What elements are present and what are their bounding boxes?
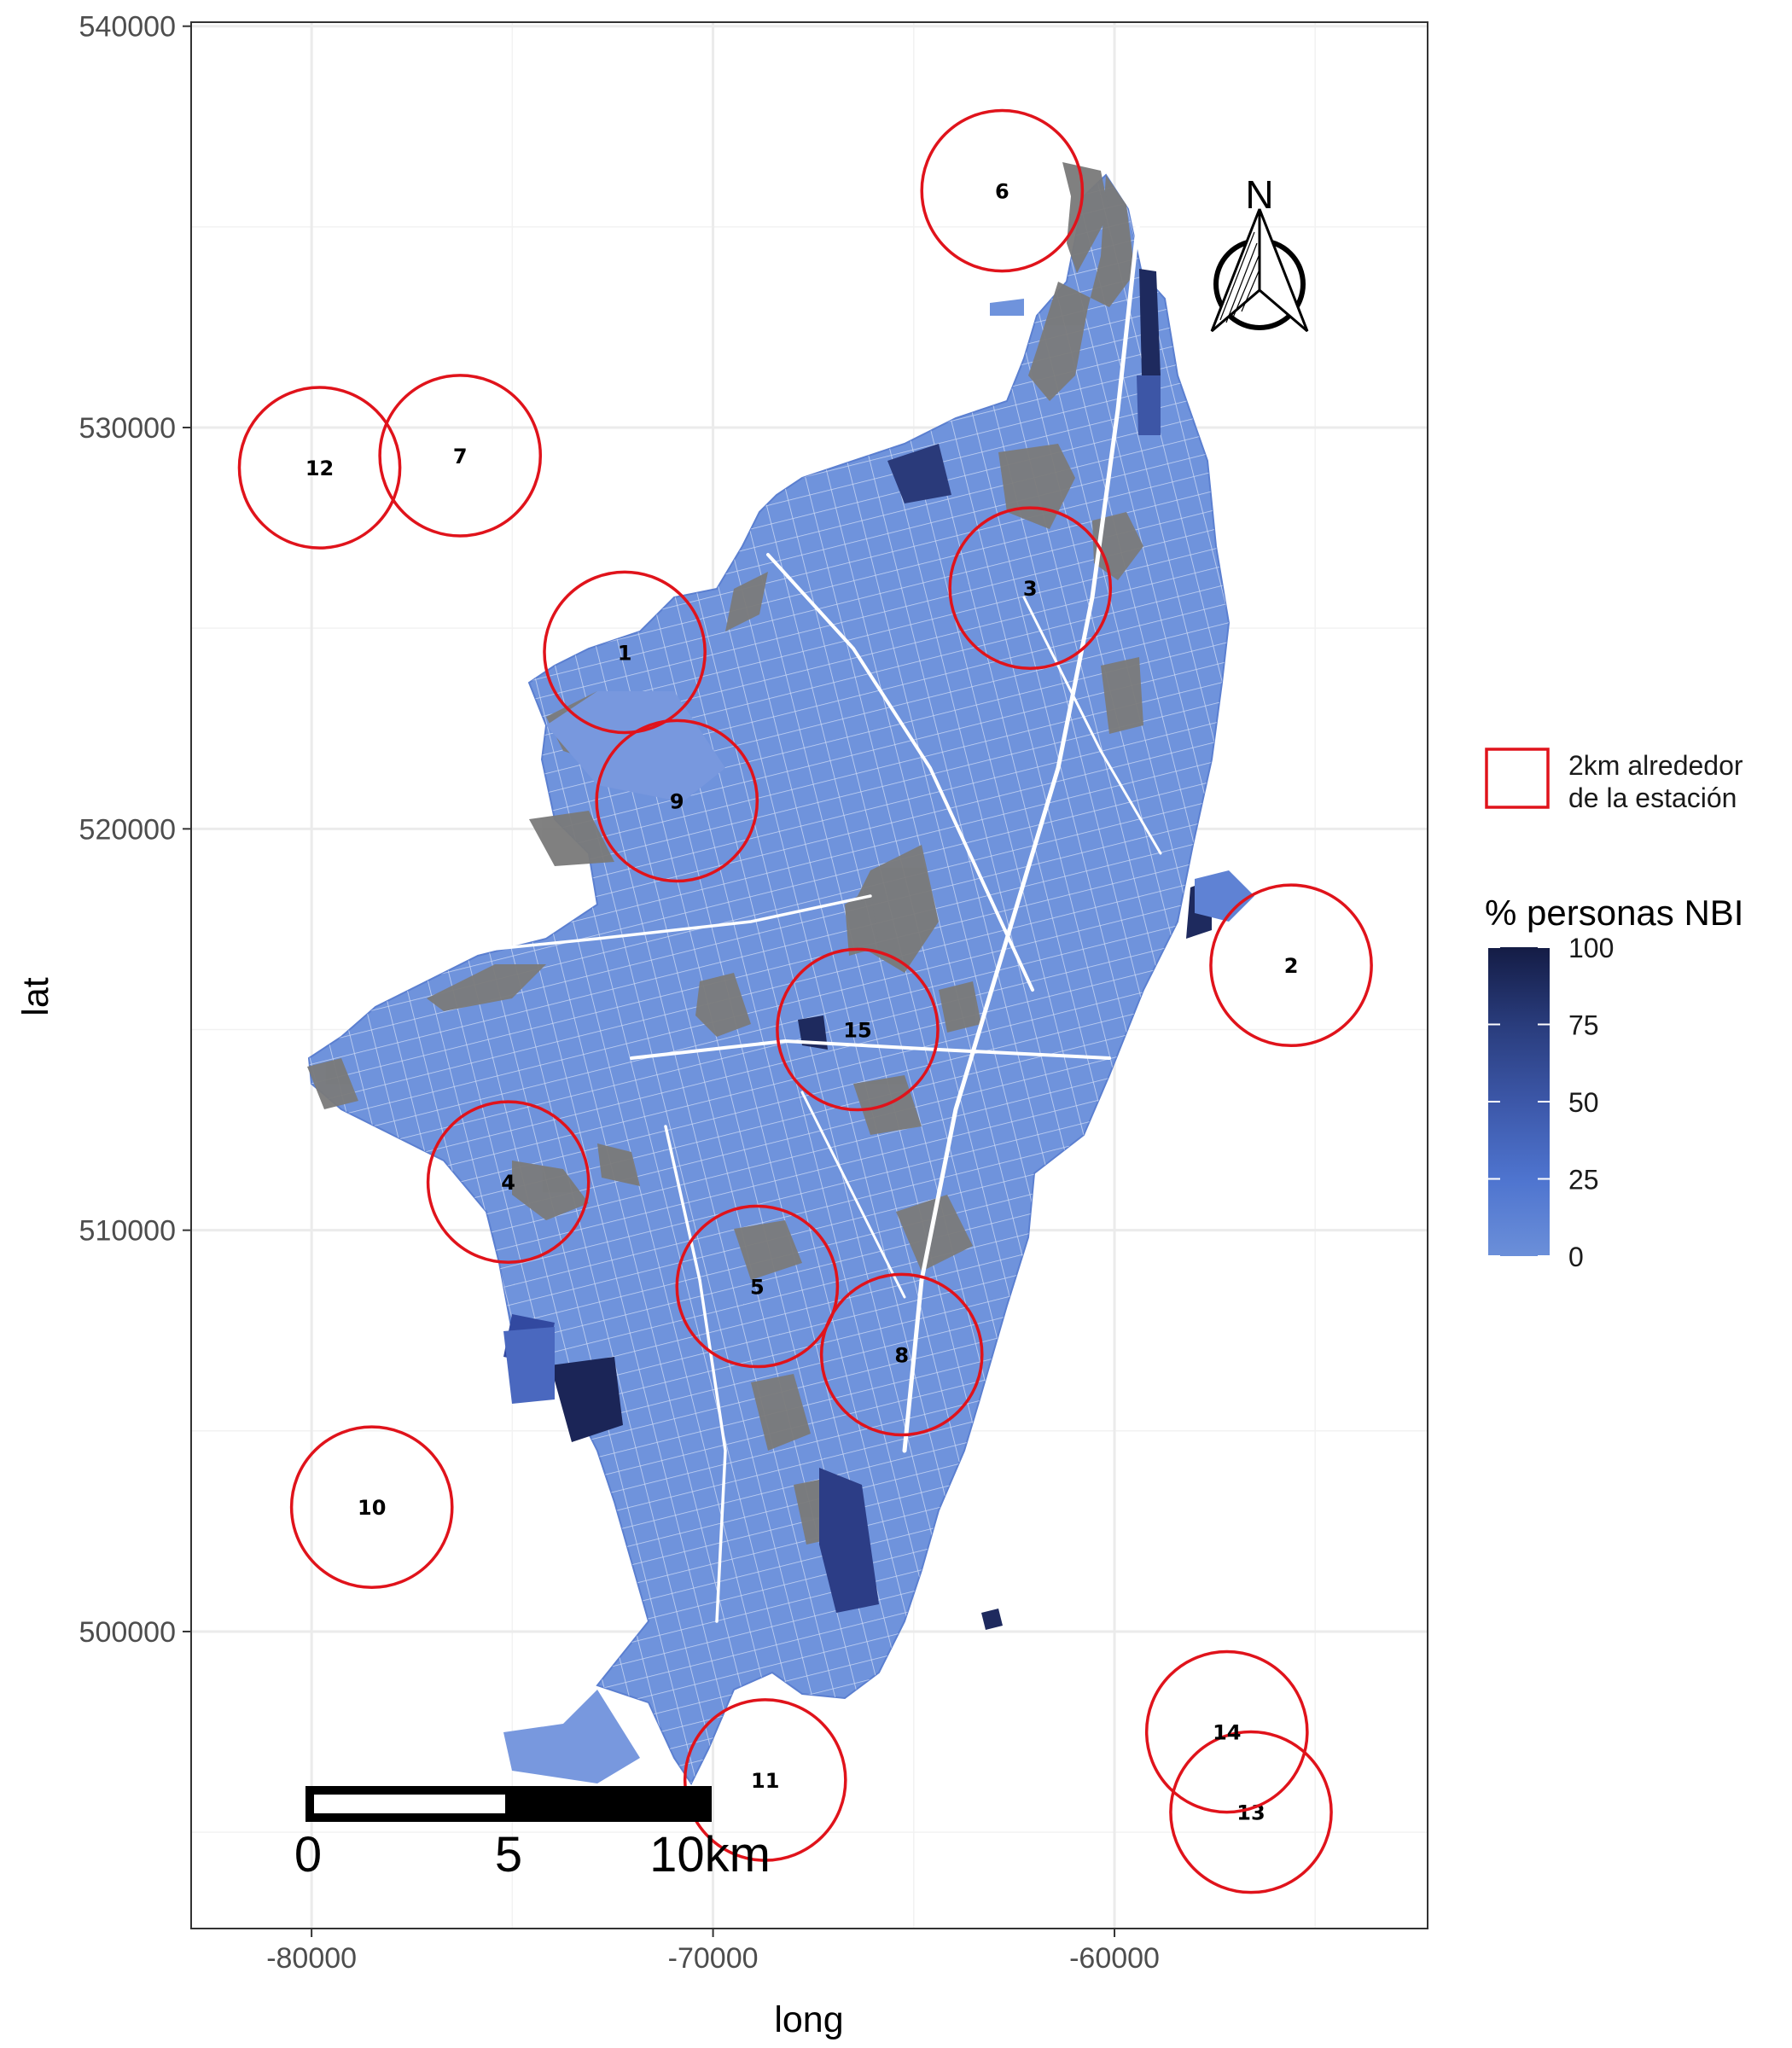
legend-break-label: 0	[1568, 1242, 1584, 1272]
y-axis: 500000 510000 520000 530000 540000	[79, 11, 191, 1649]
legend-buffer: 2km alrededor de la estación	[1485, 748, 1743, 813]
station-buffer-3	[948, 506, 1113, 670]
legend-break-label: 100	[1568, 933, 1614, 963]
station-label-4: 4	[501, 1171, 515, 1195]
station-label-14: 14	[1213, 1721, 1241, 1745]
city-streets	[309, 175, 1229, 1783]
large-parcels	[503, 691, 725, 1783]
y-tick-label: 540000	[79, 11, 176, 44]
legend-break-label: 75	[1568, 1010, 1599, 1041]
north-arrow-right-half	[1258, 208, 1309, 333]
scale-label-10km: 10km	[649, 1827, 771, 1882]
station-label-9: 9	[670, 789, 684, 813]
legend-buffer-label-line1: 2km alrededor	[1568, 750, 1743, 781]
station-buffer-9	[595, 719, 759, 883]
legend-fill: % personas NBI 100 75 50 25 0	[1485, 893, 1743, 1272]
legend-buffer-key	[1485, 748, 1550, 809]
legend-break-label: 50	[1568, 1087, 1599, 1118]
station-label-1: 1	[618, 641, 632, 665]
city-map	[307, 162, 1254, 1785]
x-axis: -80000 -70000 -60000	[266, 1929, 1160, 1975]
station-buffer-15	[776, 947, 940, 1112]
legend-break-label: 25	[1568, 1165, 1599, 1196]
north-arrow-label: N	[1245, 172, 1273, 217]
station-buffer-7	[378, 374, 543, 538]
y-tick-label: 530000	[79, 412, 176, 445]
legend-colorbar-ticks: 100 75 50 25 0	[1488, 933, 1614, 1272]
station-label-8: 8	[894, 1343, 909, 1367]
major-roads	[425, 211, 1162, 1623]
scale-label-0: 0	[294, 1827, 322, 1882]
scale-bar: 0 5 10km	[294, 1786, 771, 1882]
x-axis-title: long	[774, 1999, 843, 2040]
station-label-5: 5	[750, 1275, 765, 1299]
station-buffer-1	[543, 570, 707, 735]
station-buffer-8	[819, 1272, 984, 1437]
station-buffer-10	[289, 1425, 454, 1589]
scale-label-5: 5	[495, 1827, 522, 1882]
y-tick-label: 520000	[79, 813, 176, 846]
station-label-15: 15	[843, 1018, 871, 1042]
station-label-3: 3	[1023, 577, 1038, 601]
y-axis-title: lat	[15, 977, 56, 1015]
y-tick-label: 500000	[79, 1616, 176, 1649]
legend-buffer-label-line2: de la estación	[1568, 783, 1737, 813]
x-tick-label: -80000	[266, 1942, 357, 1975]
station-buffer-6	[920, 108, 1085, 273]
x-tick-label: -60000	[1069, 1942, 1160, 1975]
station-label-10: 10	[358, 1496, 386, 1520]
station-buffer-4	[426, 1100, 591, 1265]
north-arrow: N	[1210, 172, 1309, 333]
station-label-2: 2	[1284, 954, 1299, 978]
station-label-12: 12	[305, 457, 334, 480]
station-label-7: 7	[453, 445, 468, 468]
station-label-6: 6	[995, 180, 1009, 204]
station-buffer-13	[1169, 1730, 1333, 1894]
y-tick-label: 510000	[79, 1215, 176, 1248]
station-buffer-5	[675, 1204, 840, 1369]
station-buffer-12	[237, 386, 402, 550]
station-label-11: 11	[751, 1769, 779, 1793]
panel-border	[190, 21, 1428, 1929]
legend-fill-title: % personas NBI	[1485, 893, 1743, 933]
scale-bar-white-segment	[314, 1795, 505, 1813]
x-tick-label: -70000	[668, 1942, 759, 1975]
station-buffer-2	[1209, 883, 1373, 1048]
station-buffer-14	[1144, 1649, 1309, 1814]
isolated-fragments	[981, 299, 1254, 1630]
station-buffer-11	[683, 1698, 847, 1862]
